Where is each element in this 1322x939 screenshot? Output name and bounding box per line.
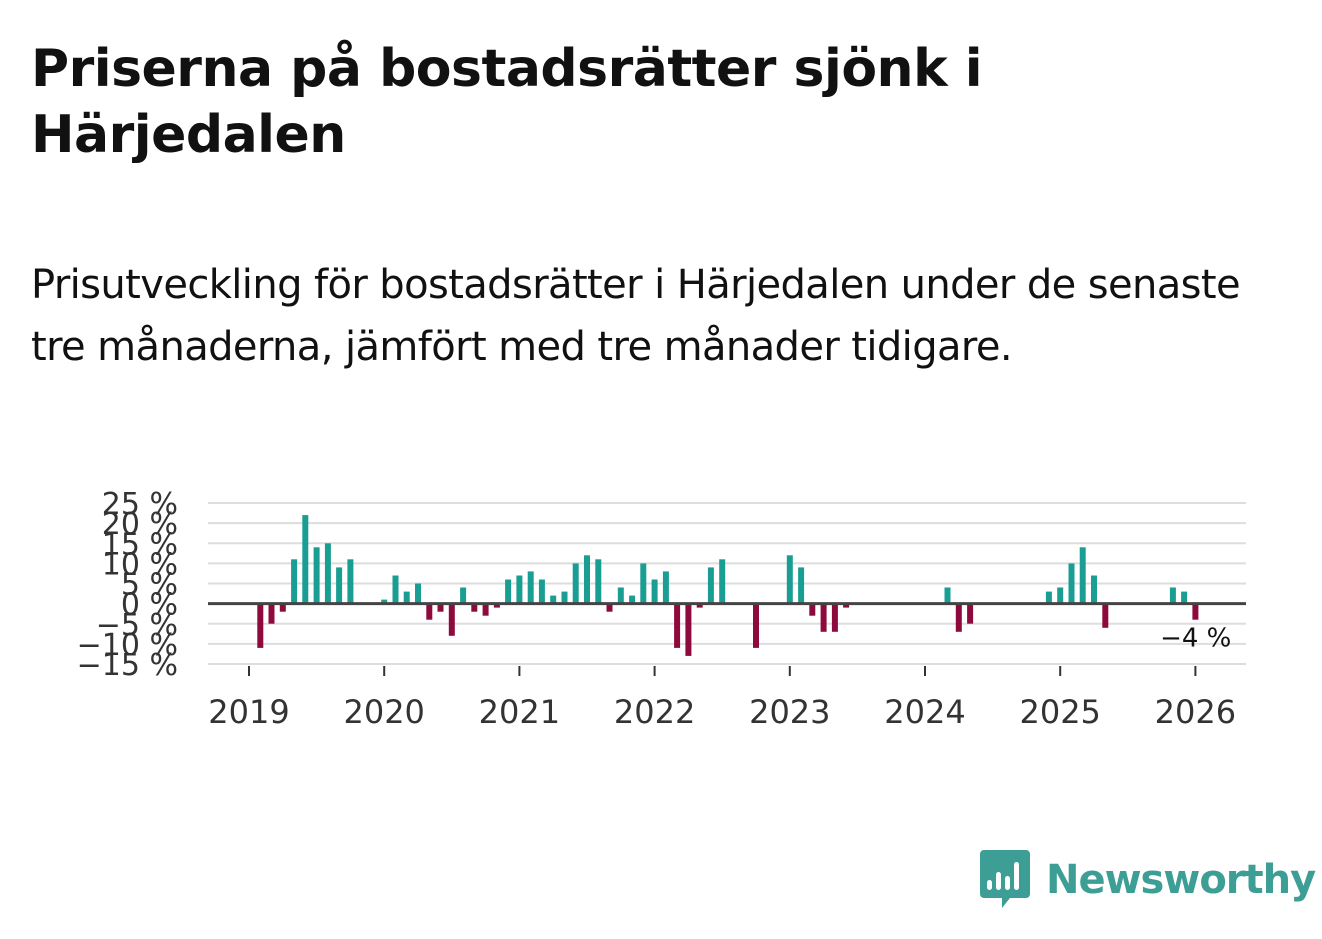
- bar: [584, 555, 590, 604]
- bar: [967, 603, 974, 624]
- bar: [753, 603, 759, 648]
- bar: [820, 603, 827, 632]
- bar: [651, 579, 658, 604]
- bar: [561, 591, 568, 604]
- bar: [606, 603, 613, 612]
- bar: [955, 603, 962, 632]
- bar: [1045, 591, 1052, 604]
- bar: [674, 603, 681, 648]
- bar: [719, 559, 726, 604]
- x-tick-label: 2024: [884, 693, 965, 731]
- bar: [460, 587, 467, 604]
- bar: [415, 583, 421, 604]
- bar: [279, 603, 286, 612]
- bar: [1057, 587, 1064, 604]
- bar: [482, 603, 489, 616]
- bar: [629, 595, 636, 604]
- bar: [471, 603, 478, 612]
- newsworthy-logo-icon: [980, 850, 1030, 908]
- x-tick-label: 2026: [1155, 693, 1236, 731]
- bar: [1169, 587, 1176, 604]
- bar: [1068, 563, 1075, 604]
- bar: [505, 579, 512, 604]
- bar: [617, 587, 624, 604]
- y-tick-label: 25 %: [102, 487, 178, 522]
- y-tick-label: 10 %: [102, 547, 178, 582]
- y-tick-label: −5 %: [96, 608, 178, 643]
- brand-name: Newsworthy: [1046, 857, 1316, 903]
- bar: [336, 567, 343, 604]
- x-tick-label: 2022: [614, 693, 695, 731]
- newsworthy-logo: Newsworthy: [980, 850, 1316, 910]
- chart-subtitle: Prisutveckling för bostadsrätter i Härje…: [31, 262, 1241, 370]
- grid-lines: [208, 502, 1246, 665]
- bar: [324, 543, 331, 604]
- bar: [493, 603, 500, 608]
- bar: [1091, 575, 1097, 604]
- bar-series: [257, 515, 1199, 656]
- last-value-label: −4 %: [1160, 624, 1231, 654]
- bar: [1102, 603, 1109, 628]
- bar: [1192, 603, 1199, 620]
- bar: [640, 563, 647, 604]
- chart-title: Priserna på bostadsrätter sjönk i Härjed…: [31, 39, 983, 165]
- bar: [685, 603, 692, 656]
- y-tick-label: −15 %: [77, 648, 178, 683]
- bar: [798, 567, 805, 604]
- bar: [381, 599, 388, 604]
- bar: [595, 559, 602, 604]
- bar: [291, 559, 298, 604]
- price-change-chart: 25 %20 %15 %10 %5 %0 %−5 %−10 %−15 % 201…: [77, 487, 1246, 731]
- bar: [944, 587, 951, 604]
- bar: [786, 555, 793, 604]
- bar: [538, 579, 545, 604]
- bar: [257, 603, 264, 648]
- bar: [550, 595, 557, 604]
- bar: [831, 603, 838, 632]
- bar: [392, 575, 399, 604]
- bar: [809, 603, 816, 616]
- bar: [843, 603, 850, 608]
- bar: [347, 559, 354, 604]
- x-tick-label: 2025: [1019, 693, 1100, 731]
- x-tick-label: 2021: [479, 693, 560, 731]
- x-axis: 2019 2020 2021 2022 2023 2024 2025 2026: [208, 666, 1236, 731]
- bar: [426, 603, 433, 620]
- bar: [403, 591, 410, 604]
- y-tick-label: 20 %: [102, 507, 178, 542]
- y-tick-label: 5 %: [121, 568, 178, 603]
- x-tick-label: 2020: [343, 693, 424, 731]
- bar: [313, 547, 320, 604]
- bar: [268, 603, 275, 624]
- bar: [662, 571, 669, 604]
- bar: [572, 563, 579, 604]
- y-axis-labels: 25 %20 %15 %10 %5 %0 %−5 %−10 %−15 %: [77, 487, 178, 683]
- bar: [707, 567, 714, 604]
- y-tick-label: 15 %: [102, 527, 178, 562]
- x-tick-label: 2019: [208, 693, 289, 731]
- bar: [448, 603, 455, 636]
- y-tick-label: 0 %: [121, 588, 178, 623]
- bar: [1079, 547, 1086, 604]
- bar: [437, 603, 444, 612]
- bar: [302, 515, 309, 604]
- bar: [696, 603, 703, 608]
- x-tick-label: 2023: [749, 693, 830, 731]
- y-tick-label: −10 %: [77, 628, 178, 663]
- bar: [516, 575, 523, 604]
- bar: [1181, 591, 1188, 604]
- bar: [527, 571, 534, 604]
